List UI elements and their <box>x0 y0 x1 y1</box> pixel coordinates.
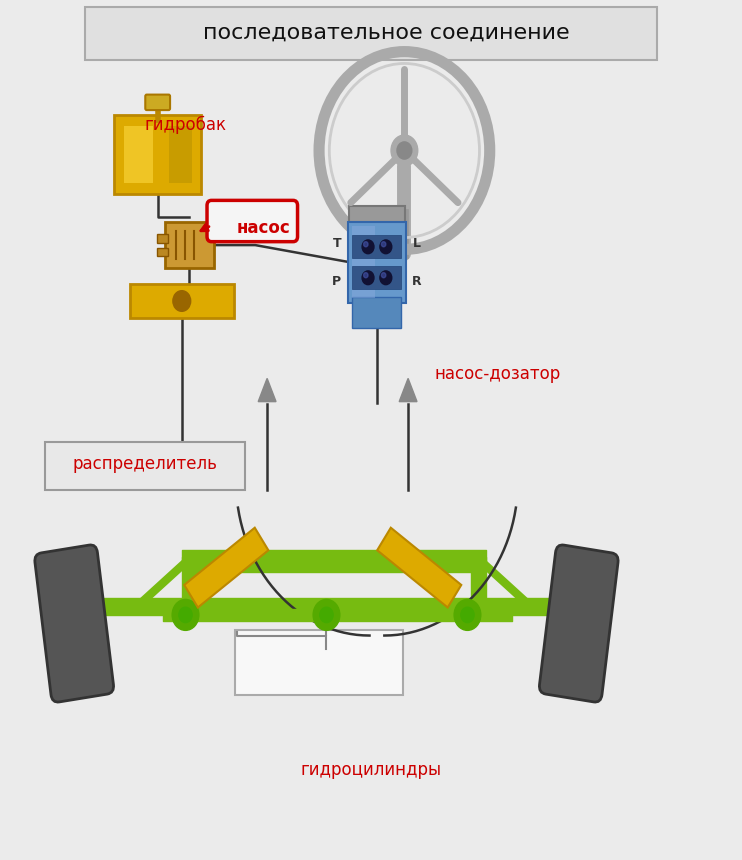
Circle shape <box>380 240 392 254</box>
Circle shape <box>391 135 418 166</box>
FancyBboxPatch shape <box>352 235 401 258</box>
Text: насос-дозатор: насос-дозатор <box>434 366 560 383</box>
Circle shape <box>454 599 481 630</box>
FancyBboxPatch shape <box>114 115 201 194</box>
Circle shape <box>364 242 368 247</box>
FancyBboxPatch shape <box>130 284 234 318</box>
Text: последовательное соединение: последовательное соединение <box>203 22 569 43</box>
FancyBboxPatch shape <box>235 630 403 695</box>
FancyBboxPatch shape <box>377 528 462 607</box>
Circle shape <box>364 273 368 278</box>
FancyBboxPatch shape <box>352 266 401 289</box>
FancyBboxPatch shape <box>165 222 214 268</box>
Text: гидроцилиндры: гидроцилиндры <box>301 761 441 778</box>
Text: распределитель: распределитель <box>72 456 217 473</box>
FancyBboxPatch shape <box>349 206 405 230</box>
FancyBboxPatch shape <box>157 234 168 243</box>
Polygon shape <box>399 378 417 402</box>
FancyBboxPatch shape <box>348 222 406 303</box>
Text: T: T <box>332 237 341 250</box>
Text: P: P <box>332 274 341 288</box>
Circle shape <box>313 599 340 630</box>
FancyBboxPatch shape <box>352 311 401 320</box>
FancyBboxPatch shape <box>85 7 657 60</box>
FancyBboxPatch shape <box>352 303 401 311</box>
FancyBboxPatch shape <box>168 126 192 183</box>
Text: R: R <box>413 274 421 288</box>
FancyBboxPatch shape <box>184 528 269 607</box>
FancyBboxPatch shape <box>539 545 618 702</box>
FancyBboxPatch shape <box>145 95 170 110</box>
Circle shape <box>320 607 333 623</box>
FancyBboxPatch shape <box>207 200 298 242</box>
Circle shape <box>173 291 191 311</box>
FancyBboxPatch shape <box>124 126 153 183</box>
Circle shape <box>461 607 474 623</box>
Text: гидробак: гидробак <box>145 115 227 134</box>
Circle shape <box>362 240 374 254</box>
Polygon shape <box>258 378 276 402</box>
Circle shape <box>381 273 386 278</box>
FancyBboxPatch shape <box>45 442 245 490</box>
Text: L: L <box>413 237 421 250</box>
Circle shape <box>179 607 192 623</box>
Text: насос: насос <box>237 219 290 237</box>
Circle shape <box>380 271 392 285</box>
Circle shape <box>397 142 412 159</box>
FancyBboxPatch shape <box>35 545 114 702</box>
Circle shape <box>362 271 374 285</box>
FancyBboxPatch shape <box>352 297 401 328</box>
FancyBboxPatch shape <box>352 226 375 298</box>
Circle shape <box>381 242 386 247</box>
FancyBboxPatch shape <box>157 248 168 256</box>
Circle shape <box>172 599 199 630</box>
